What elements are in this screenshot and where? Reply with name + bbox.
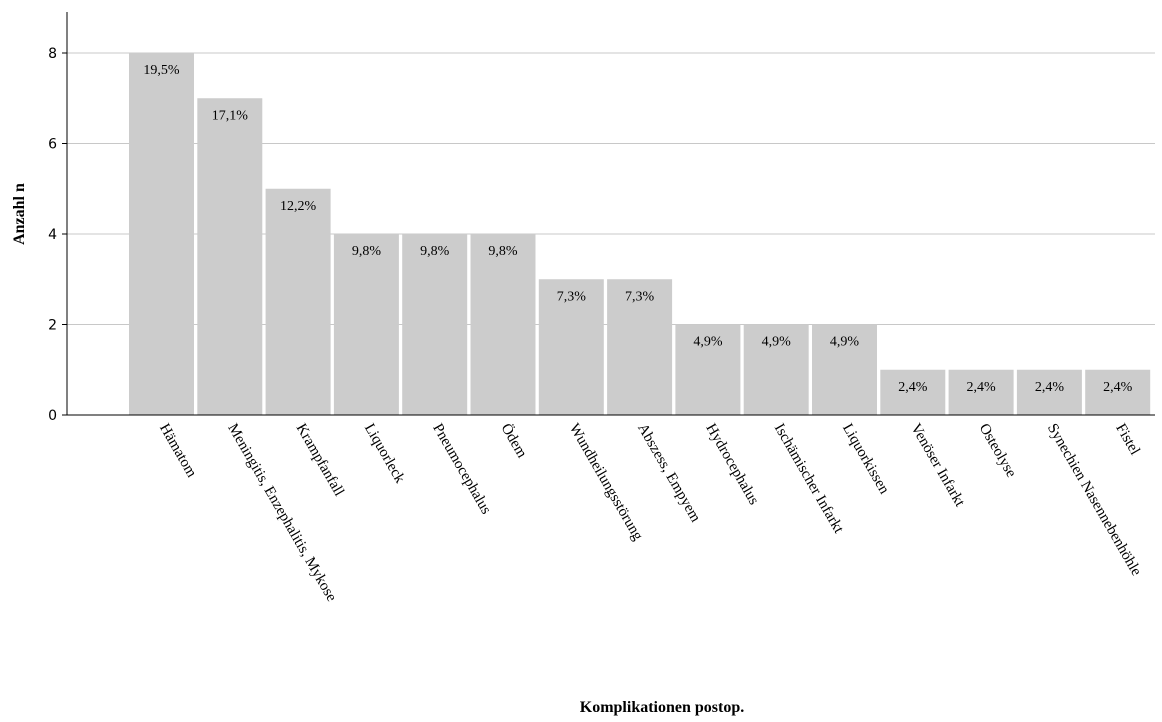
x-tick-labels: Hämatom Meningitis, Enzephalitis, MykoseK… [156,421,1144,605]
data-label: 2,4% [967,380,997,395]
y-tick-label: 8 [48,46,57,62]
bar [470,234,536,415]
x-tick-label: Hydrocephalus [702,421,761,508]
y-tick-label: 2 [48,318,57,334]
y-tick-label: 0 [48,408,57,424]
x-tick-label: Liquorkissen [839,421,892,497]
data-label: 9,8% [420,244,450,259]
bar [675,324,741,415]
data-label: 17,1% [212,108,249,123]
x-tick-label: Venöser Infarkt [907,421,968,510]
x-tick-label: Ischämischer Infarkt [771,421,847,537]
x-tick-label: Wundheilungsstörung [566,421,646,544]
x-tick-label: Liquorleck [361,421,408,486]
bar [1085,369,1151,415]
bar [402,234,468,415]
data-label: 9,8% [352,244,382,259]
bar [1016,369,1082,415]
bar [607,279,673,415]
x-axis-title: Komplikationen postop. [580,699,744,716]
x-tick-label: Osteolyse [976,421,1020,481]
bars: 19,5% 17,1% 12,2% 9,8% 9,8% 9,8% 7,3% 7,3% 4,9% 4… [129,53,1151,415]
bar [538,279,604,415]
data-label: 9,8% [488,244,518,259]
axes [66,12,1155,416]
y-tick-label: 6 [48,137,57,153]
y-axis-title: Anzahl n [11,183,28,245]
data-label: 12,2% [280,199,317,214]
data-label: 4,9% [830,335,860,350]
x-tick-label: Abszess, Empyem [634,421,703,525]
y-tick-label: 4 [48,227,57,243]
data-label: 2,4% [1103,380,1133,395]
x-tick-label: Fistel [1112,421,1143,458]
data-label: 2,4% [1035,380,1065,395]
bar [880,369,946,415]
bar [743,324,809,415]
data-label: 4,9% [762,335,792,350]
data-label: 19,5% [143,63,180,78]
x-tick-label: Ödem [498,421,531,462]
x-tick-label: Hämatom [156,421,200,481]
bar [265,188,331,415]
bar [197,98,263,415]
y-tick-labels: 0 2 4 6 8 [48,46,67,424]
x-tick-label: Pneumocephalus [429,421,494,517]
bar [333,234,399,415]
bar [812,324,877,415]
data-label: 4,9% [693,335,723,350]
x-tick-label: Krampfanfall [293,421,347,499]
bar [948,369,1014,415]
data-label: 2,4% [898,380,928,395]
data-label: 7,3% [557,289,587,304]
bar [129,53,194,415]
data-label: 7,3% [625,289,655,304]
